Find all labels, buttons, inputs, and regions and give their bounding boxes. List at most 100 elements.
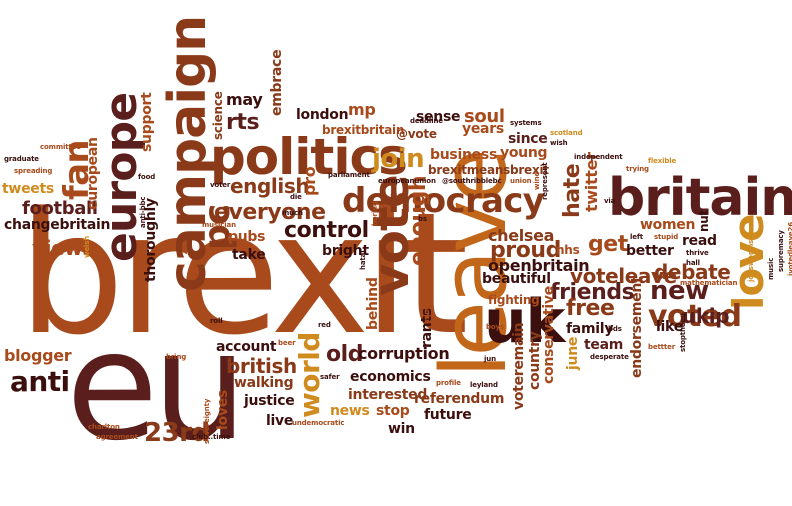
word-graduate: graduate (4, 155, 39, 163)
word-politics: politics (210, 128, 408, 186)
word-profile: profile (436, 379, 461, 387)
word-soul: soul (464, 106, 505, 127)
word-undemocratic: undemocratic (292, 419, 345, 427)
word-food: food (138, 173, 156, 181)
word-control: control (284, 218, 369, 243)
word-systems: systems (510, 119, 542, 127)
word-red: red (318, 321, 331, 329)
word-boring: boring (371, 201, 379, 226)
word-country: country (527, 331, 543, 390)
word-campaign: campaign (158, 15, 218, 292)
word-union: union (510, 177, 532, 185)
word-anti: anti (10, 365, 70, 398)
word-free: free (566, 296, 615, 321)
word-football: football (22, 198, 98, 219)
word-boys: boys (486, 323, 504, 331)
word-like: like (656, 319, 683, 335)
word-mind: mind (423, 304, 431, 324)
word-bring: bring (166, 353, 187, 361)
word-brexitmeansbrexit: brexitmeansbrexit (428, 163, 549, 177)
word-better: better (626, 243, 674, 259)
word-wine: wine (533, 171, 541, 190)
word-fighting: fighting (488, 293, 540, 307)
word-voteleave: voteleave (570, 264, 677, 288)
word-conservative: conservative (541, 286, 557, 384)
word-jobsworths: jobsworths (747, 239, 755, 282)
word-pro: pro (300, 166, 319, 196)
word-nhs: nhs (556, 243, 580, 257)
word-brexit: brexit (18, 176, 469, 372)
word-tweets: tweets (2, 181, 54, 197)
word-everyone: everyone (214, 200, 326, 225)
word-interested: interested (348, 387, 428, 403)
word-voteremain: voteremain (511, 322, 527, 410)
word-roll: roll (210, 317, 223, 325)
word-chelsea: chelsea (488, 226, 555, 245)
word-democracy: democracy (342, 181, 545, 221)
word-behind: behind (365, 277, 381, 330)
word-british: british (226, 354, 297, 378)
word-club-time: club..time (192, 433, 231, 441)
word-former: former (204, 279, 230, 287)
word-uk: uk (484, 287, 565, 357)
word-brexitbritain: brexitbritain (322, 123, 405, 137)
word-pubs: pubs (228, 229, 266, 245)
word-via: via (604, 197, 616, 205)
word-economics: economics (350, 369, 431, 385)
word-views: views (32, 236, 94, 260)
word-stupid: stupid (654, 233, 679, 241)
word-europeanunion: europeanunion (378, 177, 436, 185)
word-since: since (508, 131, 548, 147)
word-science: science (211, 91, 225, 140)
word-mathematician: mathematician (680, 279, 738, 287)
word-voter: voter (210, 181, 231, 189)
word-agreement: agreement (96, 433, 138, 441)
word-bs: bs (418, 215, 427, 223)
word-openbritain: openbritain (488, 256, 590, 275)
word-changebritain: changebritain (4, 217, 111, 233)
word-parliament: parliament (328, 171, 370, 179)
word-ukip: ukip (682, 304, 730, 328)
word-music: music (767, 257, 775, 280)
word-committee: committee (40, 143, 81, 151)
word-independent: independent (574, 153, 623, 161)
word-eu: eu (66, 300, 247, 474)
word-team: team (584, 337, 624, 353)
word-hatal: hatal (359, 250, 367, 270)
word-win: win (388, 421, 415, 437)
word-join: join (372, 144, 425, 174)
word-bettter: bettter (648, 343, 676, 351)
word-welsh: welsh (83, 235, 91, 258)
word-jun: jun (484, 355, 496, 363)
word-read: read (682, 233, 717, 249)
word-justice: justice (244, 393, 295, 409)
word-hall: hall (686, 259, 700, 267)
word-new: new (650, 276, 709, 306)
word-beautiful: beautiful (482, 271, 551, 287)
word-embrace: embrace (269, 49, 285, 116)
word-live: live (266, 413, 294, 429)
word-southribblebc: @southribblebc (442, 177, 502, 185)
word-23rd: 23rd (144, 418, 210, 448)
word-beer: beer (278, 339, 296, 347)
word-anti-bbc: anti-bbc (139, 196, 147, 228)
word-musician: musician (202, 221, 236, 229)
word-get: get (588, 232, 628, 257)
word-june: june (565, 336, 581, 370)
word-young: young (500, 145, 548, 161)
word-stop: stop (376, 403, 410, 419)
word-women: women (640, 217, 696, 233)
word-sense: sense (416, 109, 461, 125)
word-corruption: corruption (358, 344, 450, 363)
word-leyland: leyland (470, 381, 498, 389)
word-thrive: thrive (686, 249, 709, 257)
word-old: old (326, 342, 364, 367)
word-take: take (232, 247, 266, 263)
word-left: left (630, 233, 643, 241)
word-future: future (424, 407, 472, 423)
word-bds: bds (608, 325, 622, 333)
word-much: much (282, 209, 303, 217)
word-support: support (139, 92, 155, 152)
word-represent: represent (541, 162, 549, 200)
